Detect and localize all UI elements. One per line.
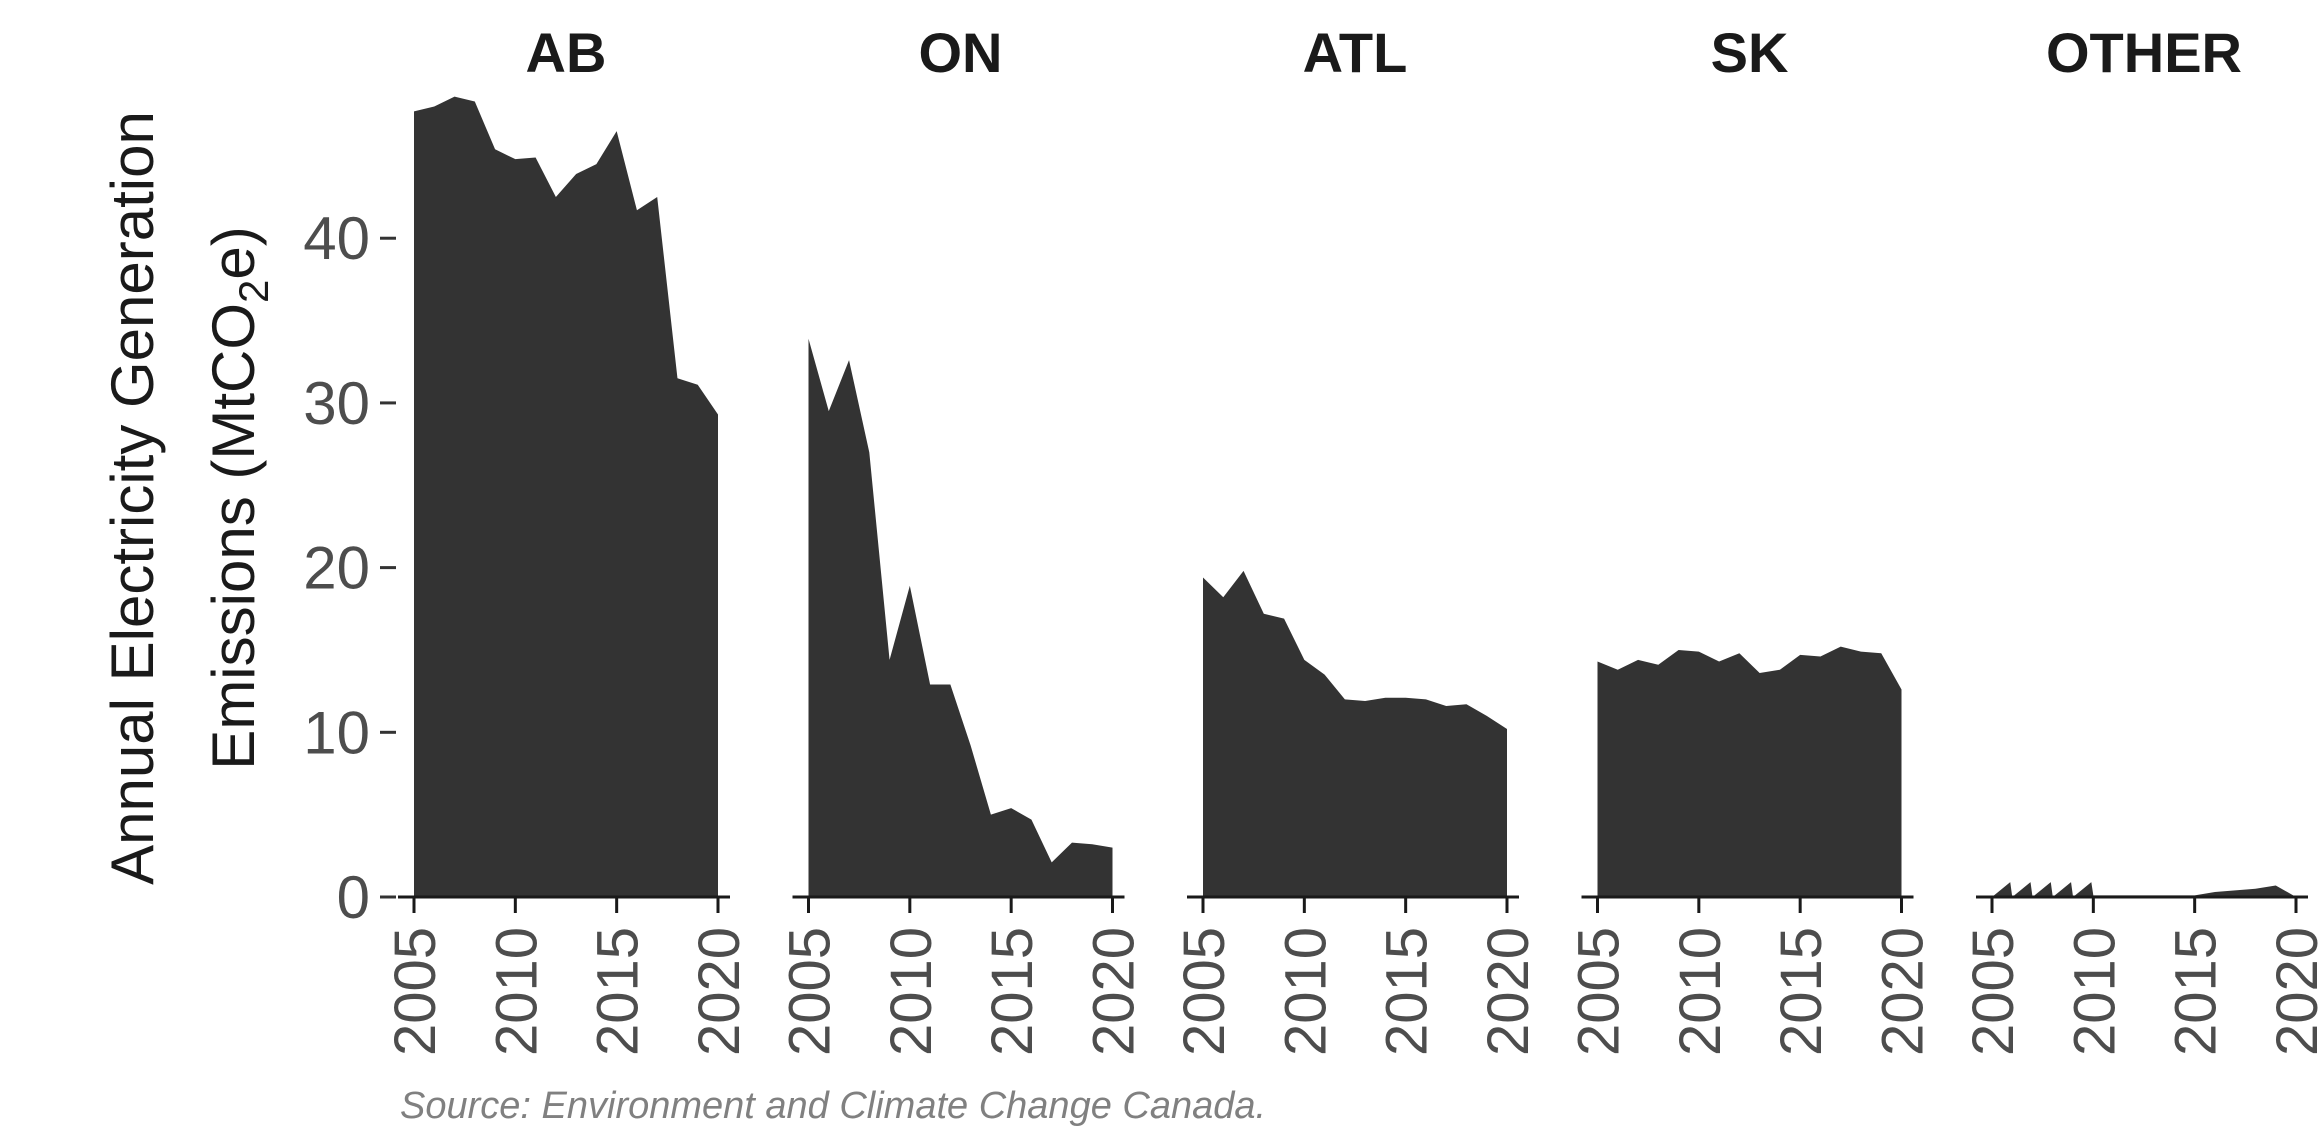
x-tick-label: 2005 bbox=[778, 927, 843, 1056]
x-tick-label: 2020 bbox=[687, 927, 752, 1056]
area-series-ab bbox=[414, 96, 718, 897]
facet-panel-other: OTHER 2005 2010 2015 2020 bbox=[1961, 21, 2321, 1056]
x-tick-label: 2005 bbox=[1172, 927, 1237, 1056]
facet-panel-on: ON 2005 2010 2015 2020 bbox=[778, 21, 1147, 1056]
x-tick-label: 2010 bbox=[1668, 927, 1733, 1056]
x-tick-label: 2010 bbox=[2062, 927, 2127, 1056]
y-axis-label-suffix: e) bbox=[200, 226, 267, 279]
y-axis-label-text: Emissions (MtCO bbox=[200, 303, 267, 770]
x-tick-label: 2005 bbox=[383, 927, 448, 1056]
source-caption: Source: Environment and Climate Change C… bbox=[400, 1085, 1266, 1127]
x-tick-label: 2015 bbox=[980, 927, 1045, 1056]
y-axis-label-subscript: 2 bbox=[230, 280, 277, 303]
y-axis-title: Annual Electricity Generation Emissions … bbox=[99, 111, 277, 885]
facet-title: OTHER bbox=[2046, 21, 2242, 84]
facet-panel-ab: AB 2005 2010 2015 2020 bbox=[383, 21, 752, 1056]
y-tick-label: 20 bbox=[303, 535, 370, 602]
y-tick-label: 10 bbox=[303, 699, 370, 766]
x-tick-label: 2010 bbox=[484, 927, 549, 1056]
x-tick-label: 2015 bbox=[1769, 927, 1834, 1056]
x-tick-label: 2005 bbox=[1567, 927, 1632, 1056]
x-tick-label: 2015 bbox=[586, 927, 651, 1056]
facet-title: ATL bbox=[1303, 21, 1408, 84]
x-tick-label: 2015 bbox=[1375, 927, 1440, 1056]
x-tick-label: 2020 bbox=[1476, 927, 1541, 1056]
y-tick-label: 30 bbox=[303, 370, 370, 437]
x-tick-label: 2010 bbox=[1273, 927, 1338, 1056]
facet-panel-atl: ATL 2005 2010 2015 2020 bbox=[1172, 21, 1541, 1056]
x-tick-label: 2010 bbox=[879, 927, 944, 1056]
area-series-atl bbox=[1203, 570, 1507, 897]
y-axis: 0 10 20 30 40 bbox=[303, 205, 396, 931]
area-series-sk bbox=[1597, 646, 1902, 897]
x-tick-label: 2005 bbox=[1961, 927, 2026, 1056]
y-tick-label: 40 bbox=[303, 205, 370, 272]
x-tick-label: 2015 bbox=[2164, 927, 2229, 1056]
facet-title: SK bbox=[1711, 21, 1789, 84]
area-series-on bbox=[808, 338, 1113, 897]
facet-panels: AB 2005 2010 2015 2020 ON 2005 2010 2015 2020 ATL 2… bbox=[383, 21, 2321, 1056]
x-tick-label: 2020 bbox=[1082, 927, 1147, 1056]
facet-title: AB bbox=[526, 21, 607, 84]
y-axis-label-line1: Annual Electricity Generation bbox=[99, 111, 166, 885]
x-tick-label: 2020 bbox=[2265, 927, 2321, 1056]
area-series-other bbox=[1992, 882, 2296, 897]
y-axis-label-line2: Emissions (MtCO2e) bbox=[200, 226, 277, 769]
x-tick-label: 2020 bbox=[1871, 927, 1936, 1056]
facet-title: ON bbox=[919, 21, 1003, 84]
y-tick-label: 0 bbox=[337, 864, 370, 931]
facet-panel-sk: SK 2005 2010 2015 2020 bbox=[1567, 21, 1936, 1056]
